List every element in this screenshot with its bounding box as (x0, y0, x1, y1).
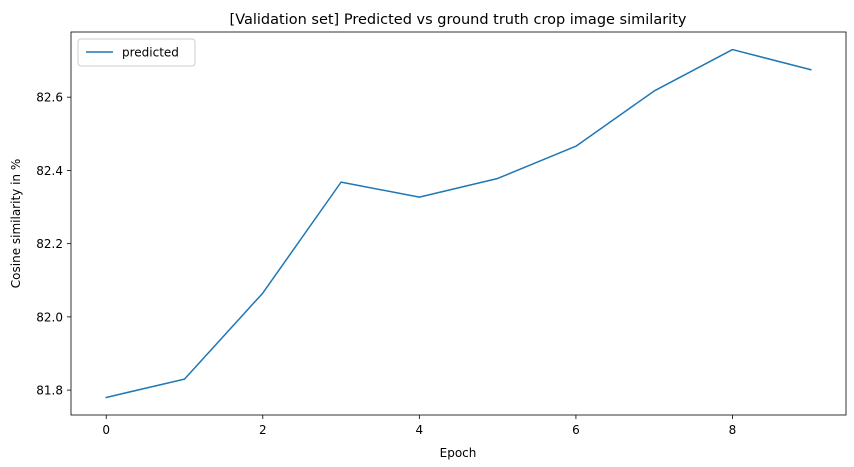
y-tick-label: 82.4 (36, 164, 63, 178)
x-tick-label: 8 (729, 423, 737, 437)
x-tick-label: 2 (259, 423, 267, 437)
y-axis: 81.8 82.0 82.2 82.4 82.6 (36, 91, 71, 398)
y-tick-label: 82.0 (36, 310, 63, 324)
y-tick-label: 81.8 (36, 384, 63, 398)
y-tick-label: 82.6 (36, 91, 63, 105)
y-axis-label: Cosine similarity in % (9, 159, 23, 288)
x-axis-label: Epoch (440, 446, 477, 460)
legend: predicted (77, 38, 196, 67)
chart-title: [Validation set] Predicted vs ground tru… (230, 12, 687, 28)
x-tick-label: 0 (102, 423, 110, 437)
plot-frame (70, 31, 847, 416)
plot-area: 0 2 4 6 8 81.8 82.0 82.2 82.4 82.6 (36, 31, 847, 437)
x-tick-label: 6 (572, 423, 580, 437)
x-tick-label: 4 (416, 423, 424, 437)
legend-box (77, 38, 196, 67)
legend-label-predicted: predicted (122, 46, 179, 60)
series-layer (105, 48, 812, 399)
series-line-predicted (105, 48, 812, 399)
y-tick-label: 82.2 (36, 237, 63, 251)
x-axis: 0 2 4 6 8 (102, 415, 736, 437)
